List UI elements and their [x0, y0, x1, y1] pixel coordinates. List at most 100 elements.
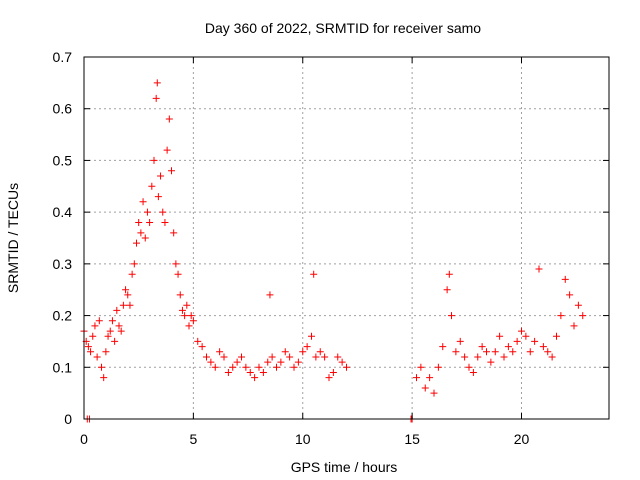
data-point — [84, 343, 92, 351]
data-point — [281, 348, 289, 356]
data-point — [557, 312, 565, 320]
data-point — [185, 322, 193, 330]
data-point — [126, 301, 134, 309]
data-point — [259, 368, 267, 376]
data-point — [469, 368, 477, 376]
data-point — [141, 234, 149, 242]
data-point — [119, 301, 127, 309]
data-point — [229, 363, 237, 371]
data-point — [159, 208, 167, 216]
data-point — [207, 358, 215, 366]
y-tick-label: 0.7 — [53, 49, 73, 65]
data-point — [509, 348, 517, 356]
data-point — [183, 301, 191, 309]
data-point — [153, 79, 161, 87]
data-point — [172, 260, 180, 268]
data-point — [246, 368, 254, 376]
data-point — [531, 337, 539, 345]
data-point — [137, 229, 145, 237]
data-point — [165, 115, 173, 123]
y-tick-label: 0.6 — [53, 101, 73, 117]
y-tick-label: 0.1 — [53, 359, 73, 375]
x-axis-label: GPS time / hours — [291, 459, 398, 475]
data-point — [242, 363, 250, 371]
data-point — [329, 368, 337, 376]
data-point — [334, 353, 342, 361]
data-point — [91, 322, 99, 330]
data-point — [574, 301, 582, 309]
data-point — [448, 312, 455, 320]
data-point — [143, 208, 151, 216]
data-point — [216, 348, 224, 356]
data-point — [264, 358, 272, 366]
data-point — [522, 332, 530, 340]
data-point — [113, 306, 121, 314]
data-point — [93, 353, 101, 361]
data-point — [106, 327, 114, 335]
data-point — [483, 348, 490, 356]
data-point — [445, 270, 453, 278]
data-point — [308, 332, 315, 340]
data-point — [152, 94, 160, 102]
data-point — [439, 343, 447, 351]
data-point — [211, 363, 219, 371]
data-point — [465, 363, 473, 371]
data-point — [286, 353, 294, 361]
data-point — [108, 317, 116, 325]
data-point — [456, 337, 464, 345]
data-point — [430, 389, 438, 397]
data-point — [220, 353, 228, 361]
data-point — [122, 286, 130, 294]
x-tick-label: 15 — [404, 431, 420, 447]
data-point — [139, 198, 147, 206]
grid-lines — [84, 57, 609, 419]
data-point — [133, 239, 140, 247]
data-point — [194, 337, 202, 345]
data-point — [421, 384, 429, 392]
data-point — [130, 260, 138, 268]
data-point — [452, 348, 460, 356]
data-point — [526, 348, 534, 356]
data-point — [312, 353, 320, 361]
data-point — [176, 291, 184, 299]
data-point — [343, 363, 350, 371]
data-point — [89, 332, 97, 340]
data-point — [338, 358, 346, 366]
data-point — [203, 353, 210, 361]
data-point — [487, 358, 495, 366]
data-point — [178, 306, 186, 314]
y-tick-label: 0 — [64, 411, 72, 427]
data-point — [561, 275, 569, 283]
data-point — [268, 353, 276, 361]
data-point — [310, 270, 318, 278]
data-point — [238, 353, 245, 361]
data-point — [135, 218, 143, 226]
data-point — [417, 363, 425, 371]
axis-ticks: 0 0.1 0.2 0.3 0.4 0.5 0.6 0.7 0 5 10 15 20 — [53, 49, 609, 447]
data-point — [148, 182, 156, 190]
y-tick-label: 0.4 — [53, 204, 73, 220]
data-point — [513, 337, 521, 345]
x-tick-label: 5 — [189, 431, 197, 447]
data-point — [111, 337, 119, 345]
data-point — [579, 312, 587, 320]
data-point — [299, 348, 307, 356]
data-point — [443, 286, 451, 294]
data-point — [146, 218, 154, 226]
data-points — [80, 79, 587, 423]
data-point — [87, 348, 95, 356]
data-point — [478, 343, 486, 351]
data-point — [504, 343, 512, 351]
data-point — [154, 193, 162, 201]
data-point — [570, 322, 578, 330]
data-point — [104, 332, 112, 340]
data-point — [474, 353, 482, 361]
data-point — [117, 327, 125, 335]
data-point — [124, 291, 132, 299]
data-point — [128, 270, 136, 278]
data-point — [189, 317, 197, 325]
data-point — [150, 156, 158, 164]
x-tick-label: 20 — [514, 431, 530, 447]
data-point — [548, 353, 556, 361]
